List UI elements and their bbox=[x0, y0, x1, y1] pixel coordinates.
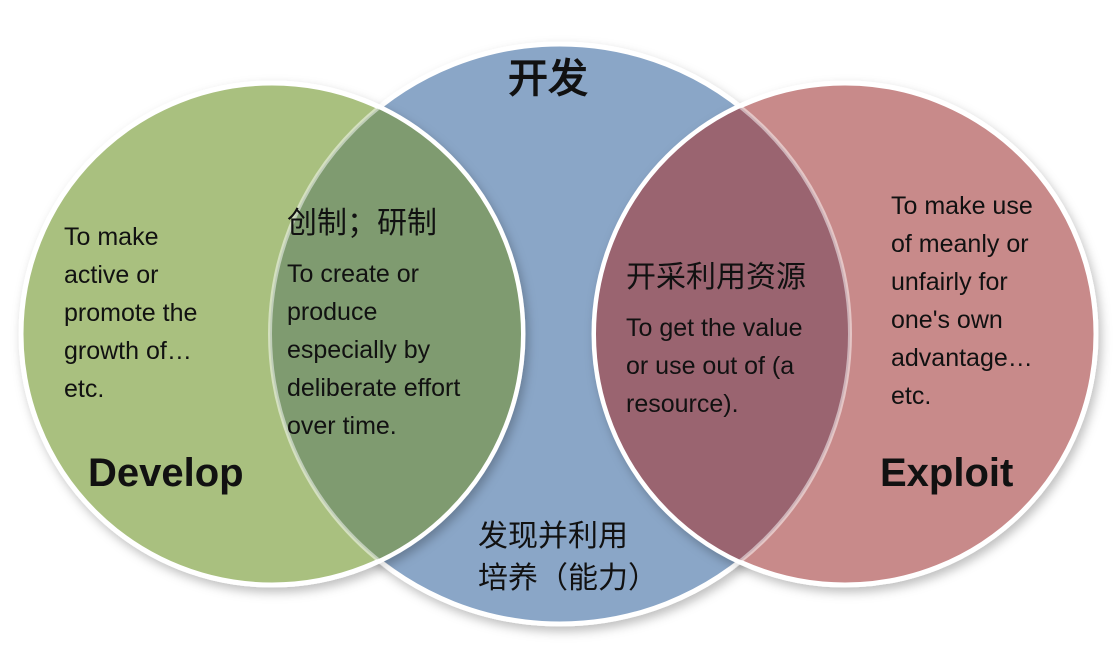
exploit-description-line: of meanly or bbox=[891, 230, 1029, 258]
kaifa-bottom-line: 培养（能力） bbox=[478, 561, 658, 596]
circle-exploit-outline bbox=[592, 81, 1098, 587]
exploit-description-line: To make use bbox=[891, 192, 1033, 220]
develop-description-line: etc. bbox=[64, 375, 105, 403]
kaifa-bottom-text: 发现并利用 培养（能力） bbox=[478, 516, 658, 600]
develop-description-line: To make bbox=[64, 223, 159, 251]
overlap-develop-kaifa-description: To create or produce especially by delib… bbox=[287, 255, 460, 445]
exploit-description-line: one's own bbox=[891, 306, 1003, 334]
circle-kaifa-outline bbox=[268, 42, 852, 626]
overlap-develop-kaifa-line: deliberate effort bbox=[287, 374, 461, 402]
overlap-develop-kaifa-line: especially by bbox=[287, 336, 431, 364]
overlap-develop-kaifa-line: produce bbox=[287, 298, 378, 326]
overlap-develop-kaifa-line: To create or bbox=[287, 260, 420, 288]
develop-description-line: growth of… bbox=[64, 337, 192, 365]
overlap-kaifa-exploit-description: To get the value or use out of (a resour… bbox=[626, 309, 803, 423]
exploit-description-line: etc. bbox=[891, 382, 932, 410]
develop-description-line: active or bbox=[64, 261, 159, 289]
overlap-develop-kaifa-line: over time. bbox=[287, 412, 397, 440]
overlap-kaifa-exploit-line: resource). bbox=[626, 390, 739, 418]
exploit-description-line: advantage… bbox=[891, 344, 1033, 372]
kaifa-title: 开发 bbox=[508, 56, 588, 102]
overlap-kaifa-exploit-heading: 开采利用资源 bbox=[626, 260, 806, 295]
overlap-kaifa-exploit-line: or use out of (a bbox=[626, 352, 795, 380]
develop-title: Develop bbox=[88, 451, 244, 495]
overlap-develop-kaifa bbox=[270, 83, 523, 585]
develop-description-line: promote the bbox=[64, 299, 198, 327]
circle-develop-outline bbox=[19, 81, 525, 587]
kaifa-bottom-line: 发现并利用 bbox=[478, 519, 628, 554]
overlap-kaifa-exploit-line: To get the value bbox=[626, 314, 803, 342]
exploit-description-line: unfairly for bbox=[891, 268, 1008, 296]
overlap-develop-kaifa-heading: 创制；研制 bbox=[287, 206, 437, 241]
exploit-description: To make use of meanly or unfairly for on… bbox=[891, 187, 1033, 415]
develop-description: To make active or promote the growth of…… bbox=[64, 218, 197, 408]
overlap-kaifa-exploit bbox=[594, 83, 850, 585]
exploit-title: Exploit bbox=[880, 451, 1014, 495]
